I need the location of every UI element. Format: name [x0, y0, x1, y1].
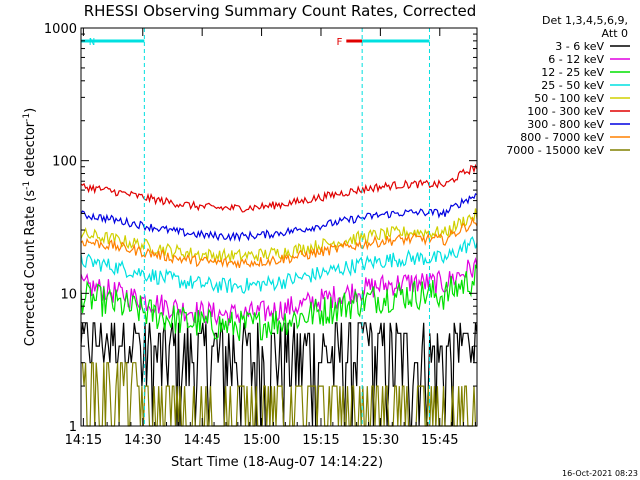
legend-label-2: 12 - 25 keV: [541, 66, 604, 79]
series-line-4: [80, 208, 478, 263]
x-tick-label-2: 14:45: [183, 433, 220, 448]
series-line-6: [80, 193, 478, 243]
x-tick-label-1: 14:30: [124, 433, 161, 448]
series-line-2: [80, 264, 478, 342]
x-tick-label-3: 15:00: [243, 433, 280, 448]
y-axis-label: Corrected Count Rate (s-1 detector-1): [22, 108, 38, 346]
legend-label-4: 50 - 100 keV: [534, 92, 604, 105]
legend-header-1: Att 0: [602, 27, 628, 40]
x-axis-label: Start Time (18-Aug-07 14:14:22): [171, 455, 383, 470]
legend-header-0: Det 1,3,4,5,6,9,: [542, 14, 628, 27]
legend-label-8: 7000 - 15000 keV: [506, 144, 604, 157]
y-tick-label-0: 1: [69, 420, 77, 435]
legend-label-0: 3 - 6 keV: [555, 40, 604, 53]
legend-label-1: 6 - 12 keV: [548, 53, 604, 66]
plot-frame: [80, 27, 478, 427]
series-line-3: [80, 236, 478, 294]
y-tick-label-1: 10: [60, 287, 77, 302]
legend-label-5: 100 - 300 keV: [527, 105, 604, 118]
y-tick-label-3: 1000: [44, 22, 77, 37]
series-line-7: [80, 216, 478, 269]
legend-label-7: 800 - 7000 keV: [520, 131, 604, 144]
chart-title: RHESSI Observing Summary Count Rates, Co…: [84, 2, 477, 20]
series-line-1: [80, 256, 478, 326]
legend-label-6: 300 - 800 keV: [527, 118, 604, 131]
x-tick-label-6: 15:45: [421, 433, 458, 448]
flag-label-1: F: [336, 37, 342, 48]
series-line-5: [80, 163, 478, 213]
x-tick-label-4: 15:15: [302, 433, 339, 448]
x-tick-label-5: 15:30: [362, 433, 399, 448]
y-tick-label-2: 100: [52, 155, 77, 170]
legend-label-3: 25 - 50 keV: [541, 79, 604, 92]
flag-label-0: N: [89, 37, 95, 48]
timestamp: 16-Oct-2021 08:23: [562, 469, 638, 478]
x-tick-label-0: 14:15: [65, 433, 102, 448]
